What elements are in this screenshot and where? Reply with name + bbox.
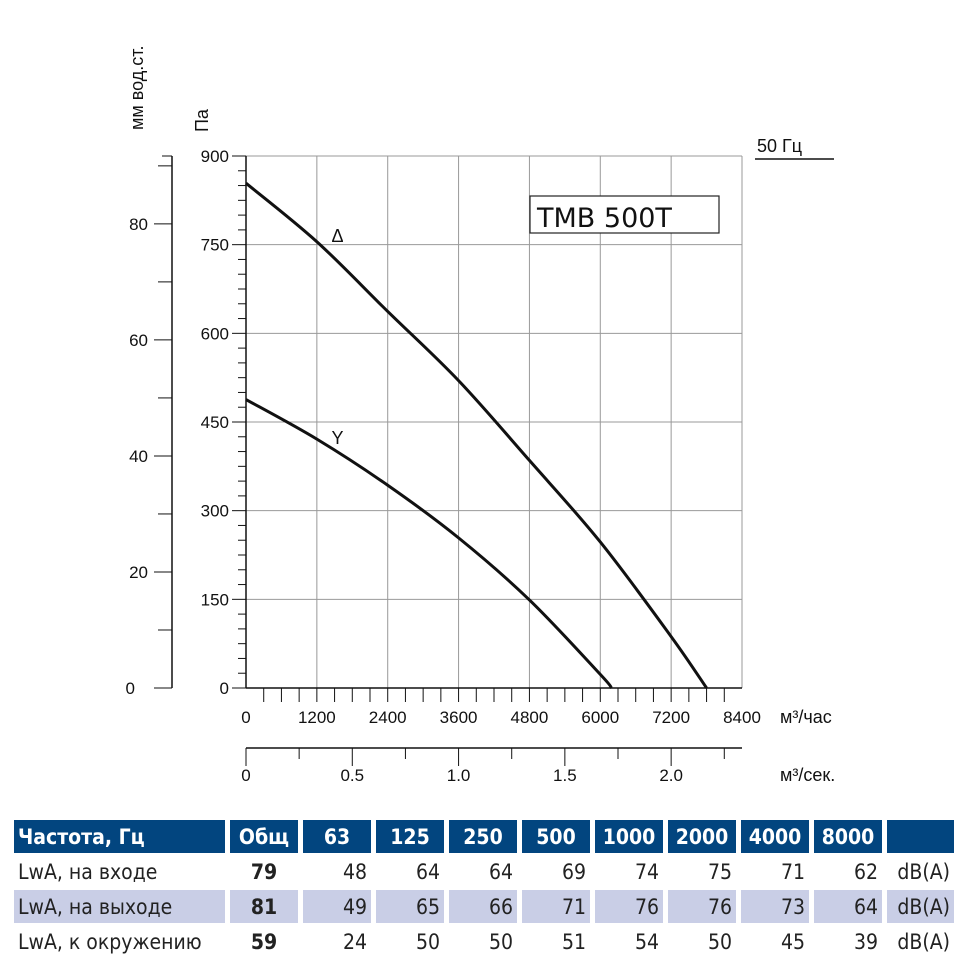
column-header: 250 (449, 820, 517, 853)
band-value: 76 (668, 890, 736, 923)
y-tick-label: 750 (201, 236, 229, 255)
y-secondary-label: мм вод.ст. (127, 46, 147, 130)
x-tick-label: 2400 (369, 708, 407, 727)
x-tick-label: 4800 (511, 708, 549, 727)
curve-label: Y (332, 428, 344, 448)
x-secondary-tick-label: 1.0 (447, 766, 471, 785)
y-tick-label: 0 (220, 679, 229, 698)
y-tick-label: 450 (201, 413, 229, 432)
y-secondary-tick-label: 40 (129, 447, 148, 466)
band-value: 65 (376, 890, 444, 923)
sound-power-table: Частота, Гц Общ 63 125 250 500 1000 2000 4000 800… (9, 818, 959, 960)
row-label: LwA, на выходе (14, 890, 225, 923)
band-value: 64 (415, 859, 440, 884)
column-header: 500 (522, 820, 590, 853)
band-value: 76 (595, 890, 663, 923)
total-value: 81 (230, 890, 298, 923)
band-value: 48 (342, 859, 367, 884)
band-value: 62 (853, 859, 878, 884)
unit-label: dB(A) (887, 890, 954, 923)
band-value: 75 (707, 859, 732, 884)
curve-star (245, 398, 613, 689)
band-value: 71 (522, 890, 590, 923)
band-value: 51 (561, 929, 586, 954)
band-value: 24 (342, 929, 367, 954)
column-header: 8000 (814, 820, 882, 853)
curve-label: Δ (332, 226, 344, 246)
y-secondary-tick-label: 80 (129, 215, 148, 234)
column-header (887, 820, 954, 853)
row-label: LwA, на входе (18, 859, 158, 884)
band-value: 71 (780, 859, 805, 884)
x-secondary-tick-label: 0.5 (340, 766, 364, 785)
model-box (529, 195, 720, 234)
column-header: 1000 (595, 820, 663, 853)
band-value: 74 (634, 859, 659, 884)
table-header-row: Частота, Гц Общ 63 125 250 500 1000 2000 4000 800… (14, 820, 954, 853)
band-value: 69 (561, 859, 586, 884)
x-tick-label: 1200 (298, 708, 336, 727)
unit-label: dB(A) (897, 859, 950, 884)
y-secondary-tick-label: 60 (129, 331, 148, 350)
grid (245, 155, 743, 689)
y-secondary-tick-label: 0 (126, 679, 135, 698)
y-tick-label: 600 (201, 324, 229, 343)
x-secondary-tick-label: 0 (241, 766, 250, 785)
band-value: 50 (415, 929, 440, 954)
x-secondary-label: м³/сек. (780, 765, 835, 785)
x-secondary-tick-label: 2.0 (659, 766, 683, 785)
band-value: 64 (488, 859, 513, 884)
column-header: 2000 (668, 820, 736, 853)
band-value: 39 (853, 929, 878, 954)
total-value: 79 (250, 859, 278, 884)
y-tick-label: 150 (201, 590, 229, 609)
band-value: 73 (741, 890, 809, 923)
column-header: 63 (303, 820, 371, 853)
column-header: Общ (230, 820, 298, 853)
x-label: м³/час (780, 707, 832, 727)
column-header: 4000 (741, 820, 809, 853)
x-tick-label: 3600 (440, 708, 478, 727)
y-tick-label: 300 (201, 502, 229, 521)
y-tick-label: 900 (201, 147, 229, 166)
band-value: 50 (488, 929, 513, 954)
band-value: 54 (634, 929, 659, 954)
curve-delta (245, 182, 708, 689)
y-secondary-tick-label: 20 (129, 563, 148, 582)
model-label: TMB 500T (536, 203, 672, 234)
x-tick-label: 6000 (581, 708, 619, 727)
curves: ΔY (245, 182, 708, 689)
total-value: 59 (250, 929, 278, 954)
band-value: 49 (303, 890, 371, 923)
band-value: 45 (780, 929, 805, 954)
column-header: 125 (376, 820, 444, 853)
band-value: 50 (707, 929, 732, 954)
unit-label: dB(A) (897, 929, 950, 954)
x-tick-label: 0 (241, 708, 250, 727)
table-row: LwA, на входе 79 48 64 64 69 74 75 71 62 dB(A) (14, 855, 954, 888)
band-value: 64 (814, 890, 882, 923)
row-label: LwA, к окружению (18, 929, 202, 954)
x-tick-label: 7200 (652, 708, 690, 727)
x-tick-label: 8400 (723, 708, 761, 727)
y-label: Па (192, 108, 212, 132)
x-secondary-tick-label: 1.5 (553, 766, 577, 785)
column-header: Частота, Гц (14, 820, 225, 853)
table-row: LwA, к окружению 59 24 50 50 51 54 50 45 39 dB(A) (14, 925, 954, 958)
table-row: LwA, на выходе 81 49 65 66 71 76 76 73 64 dB(A) (14, 890, 954, 923)
band-value: 66 (449, 890, 517, 923)
frequency-label: 50 Гц (757, 136, 802, 156)
